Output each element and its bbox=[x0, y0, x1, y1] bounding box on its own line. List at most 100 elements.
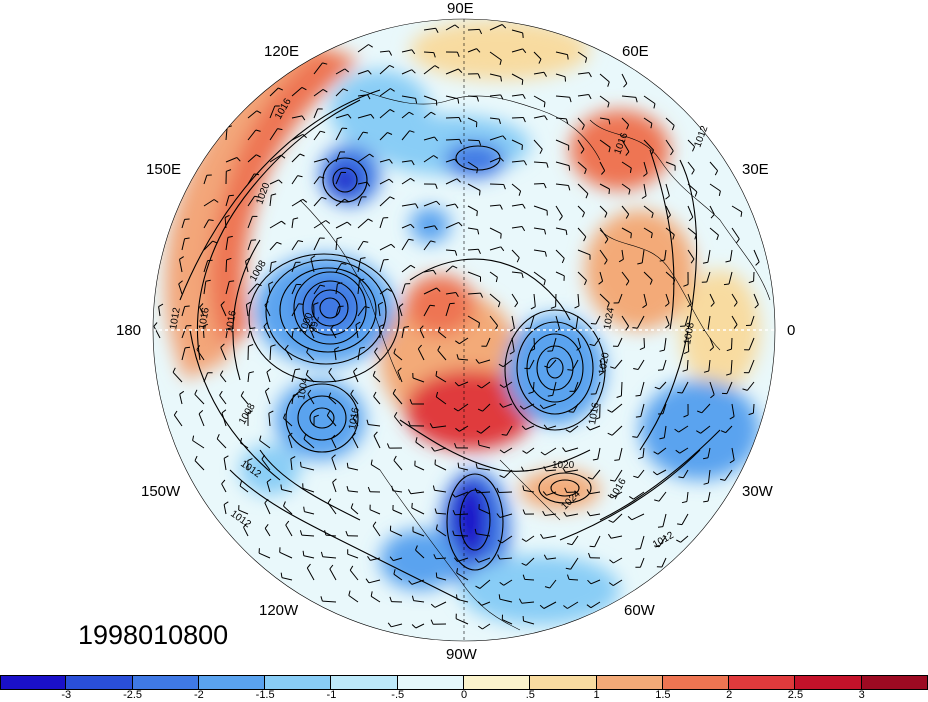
wind-barb-feather bbox=[681, 501, 688, 504]
wind-barb bbox=[415, 549, 425, 559]
wind-barb-feather bbox=[682, 369, 688, 372]
wind-barb bbox=[423, 200, 437, 207]
wind-barb bbox=[618, 293, 623, 304]
wind-barb bbox=[725, 425, 733, 433]
wind-barb-feather bbox=[202, 323, 209, 327]
wind-barb bbox=[352, 417, 359, 427]
wind-barb bbox=[678, 425, 689, 433]
wind-barb-feather bbox=[543, 72, 547, 77]
wind-barb bbox=[423, 95, 437, 101]
wind-barb-feather bbox=[501, 434, 507, 436]
wind-barb-feather bbox=[261, 454, 266, 460]
wind-barb-feather bbox=[353, 367, 358, 372]
wind-barb bbox=[621, 73, 628, 84]
wind-barb bbox=[665, 117, 675, 126]
wind-barb-feather bbox=[172, 367, 176, 373]
wind-barb bbox=[467, 227, 478, 230]
wind-barb bbox=[181, 219, 186, 229]
wind-barb-feather bbox=[284, 344, 289, 350]
wind-barb-feather bbox=[740, 211, 743, 217]
colorbar-segment bbox=[861, 675, 928, 689]
wind-barb bbox=[224, 217, 227, 229]
wind-barb bbox=[599, 73, 610, 83]
wind-barb-feather bbox=[365, 578, 370, 584]
wind-barb bbox=[194, 393, 205, 405]
wind-barb-feather bbox=[659, 259, 665, 262]
wind-barb-feather bbox=[221, 479, 226, 485]
wind-barb-feather bbox=[477, 229, 480, 235]
colorbar-tick-label: -2 bbox=[193, 689, 204, 701]
wind-barb-feather bbox=[344, 198, 350, 203]
wind-barb-feather bbox=[726, 373, 732, 376]
wind-barb bbox=[502, 359, 513, 368]
wind-barb bbox=[247, 110, 258, 119]
lon-label-90e: 90E bbox=[447, 0, 474, 17]
wind-barb bbox=[597, 447, 601, 460]
wind-barb bbox=[511, 73, 524, 81]
wind-barb bbox=[552, 381, 557, 396]
wind-barb-feather bbox=[264, 498, 269, 504]
wind-barb-feather bbox=[607, 533, 612, 539]
lon-label-150w: 150W bbox=[141, 483, 181, 500]
wind-barb bbox=[266, 481, 271, 493]
wind-barb-feather bbox=[456, 178, 461, 183]
wind-barb-feather bbox=[702, 261, 709, 264]
wind-barb bbox=[533, 51, 542, 60]
wind-barb-feather bbox=[359, 278, 365, 281]
wind-barb-feather bbox=[454, 381, 459, 387]
wind-barb-feather bbox=[665, 324, 670, 329]
wind-barb bbox=[291, 87, 303, 97]
wind-barb-feather bbox=[499, 384, 505, 388]
wind-barb bbox=[511, 315, 515, 329]
isobar-label: 1008 bbox=[682, 321, 697, 345]
wind-barb bbox=[565, 447, 579, 453]
wind-barb bbox=[432, 425, 447, 429]
wind-barb bbox=[636, 315, 645, 329]
wind-barb-feather bbox=[610, 366, 616, 369]
wind-barb-feather bbox=[637, 262, 643, 265]
wind-barb bbox=[335, 88, 344, 97]
wind-barb-feather bbox=[574, 305, 580, 309]
wind-barb bbox=[682, 469, 689, 479]
wind-barb-feather bbox=[373, 391, 377, 397]
wind-barb bbox=[701, 403, 711, 414]
wind-barb bbox=[283, 417, 293, 427]
wind-barb bbox=[478, 508, 491, 515]
wind-barb bbox=[489, 157, 501, 163]
lon-label-150e: 150E bbox=[146, 161, 181, 178]
wind-barb bbox=[410, 491, 425, 495]
wind-barb bbox=[748, 359, 755, 373]
wind-barb-feather bbox=[477, 384, 482, 389]
wind-barb bbox=[577, 293, 580, 306]
wind-barb-feather bbox=[543, 102, 546, 108]
wind-barb bbox=[435, 375, 447, 383]
wind-barb bbox=[357, 306, 366, 317]
wind-barb bbox=[543, 601, 557, 609]
wind-barb bbox=[533, 249, 546, 253]
wind-barb bbox=[225, 195, 230, 207]
wind-barb bbox=[456, 598, 469, 603]
wind-barb-feather bbox=[303, 434, 307, 440]
wind-barb bbox=[392, 490, 403, 493]
wind-barb bbox=[485, 337, 491, 347]
wind-barb-feather bbox=[226, 169, 232, 172]
wind-barb bbox=[569, 425, 579, 433]
wind-barb bbox=[577, 94, 589, 97]
wind-barb bbox=[665, 315, 670, 325]
wind-barb bbox=[658, 491, 667, 502]
wind-barb bbox=[331, 438, 337, 449]
wind-barb bbox=[613, 557, 623, 564]
wind-barb bbox=[575, 315, 579, 329]
wind-barb bbox=[455, 513, 469, 516]
wind-barb bbox=[445, 95, 459, 100]
wind-barb-feather bbox=[410, 264, 416, 269]
wind-barb-feather bbox=[430, 240, 436, 243]
wind-barb bbox=[351, 436, 359, 449]
wind-barb bbox=[313, 108, 319, 119]
wind-barb-feather bbox=[301, 115, 306, 121]
wind-barb-feather bbox=[607, 432, 613, 436]
wind-barb-feather bbox=[501, 24, 507, 29]
wind-barb bbox=[268, 284, 271, 295]
wind-barb-feather bbox=[696, 430, 701, 434]
wind-barb bbox=[547, 425, 557, 430]
